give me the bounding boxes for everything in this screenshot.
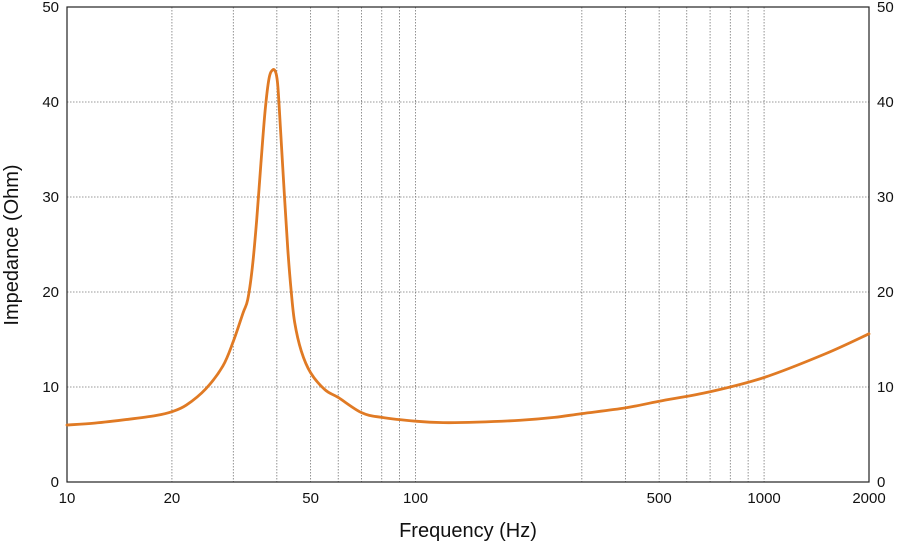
y-tick-label-left: 10 bbox=[42, 379, 59, 396]
x-tick-label: 10 bbox=[59, 490, 76, 507]
y-tick-label-left: 40 bbox=[42, 94, 59, 111]
y-tick-label-left: 0 bbox=[51, 474, 59, 491]
y-tick-label-right: 50 bbox=[877, 0, 894, 16]
y-tick-label-right: 20 bbox=[877, 284, 894, 301]
y-tick-label-left: 30 bbox=[42, 189, 59, 206]
y-tick-label-right: 10 bbox=[877, 379, 894, 396]
plot-frame bbox=[66, 6, 870, 483]
x-tick-label: 100 bbox=[403, 490, 428, 507]
impedance-curve bbox=[65, 68, 871, 427]
x-tick-label: 500 bbox=[647, 490, 672, 507]
x-tick-label: 2000 bbox=[852, 490, 885, 507]
y-tick-label-right: 30 bbox=[877, 189, 894, 206]
y-tick-label-left: 50 bbox=[42, 0, 59, 16]
y-tick-label-right: 0 bbox=[877, 474, 885, 491]
x-tick-label: 1000 bbox=[747, 490, 780, 507]
y-tick-label-right: 40 bbox=[877, 94, 894, 111]
x-axis-title: Frequency (Hz) bbox=[399, 520, 537, 542]
y-axis-title: Impedance (Ohm) bbox=[1, 164, 23, 325]
x-tick-label: 50 bbox=[302, 490, 319, 507]
grid-lines bbox=[66, 6, 870, 483]
y-tick-label-left: 20 bbox=[42, 284, 59, 301]
x-tick-label: 20 bbox=[164, 490, 181, 507]
